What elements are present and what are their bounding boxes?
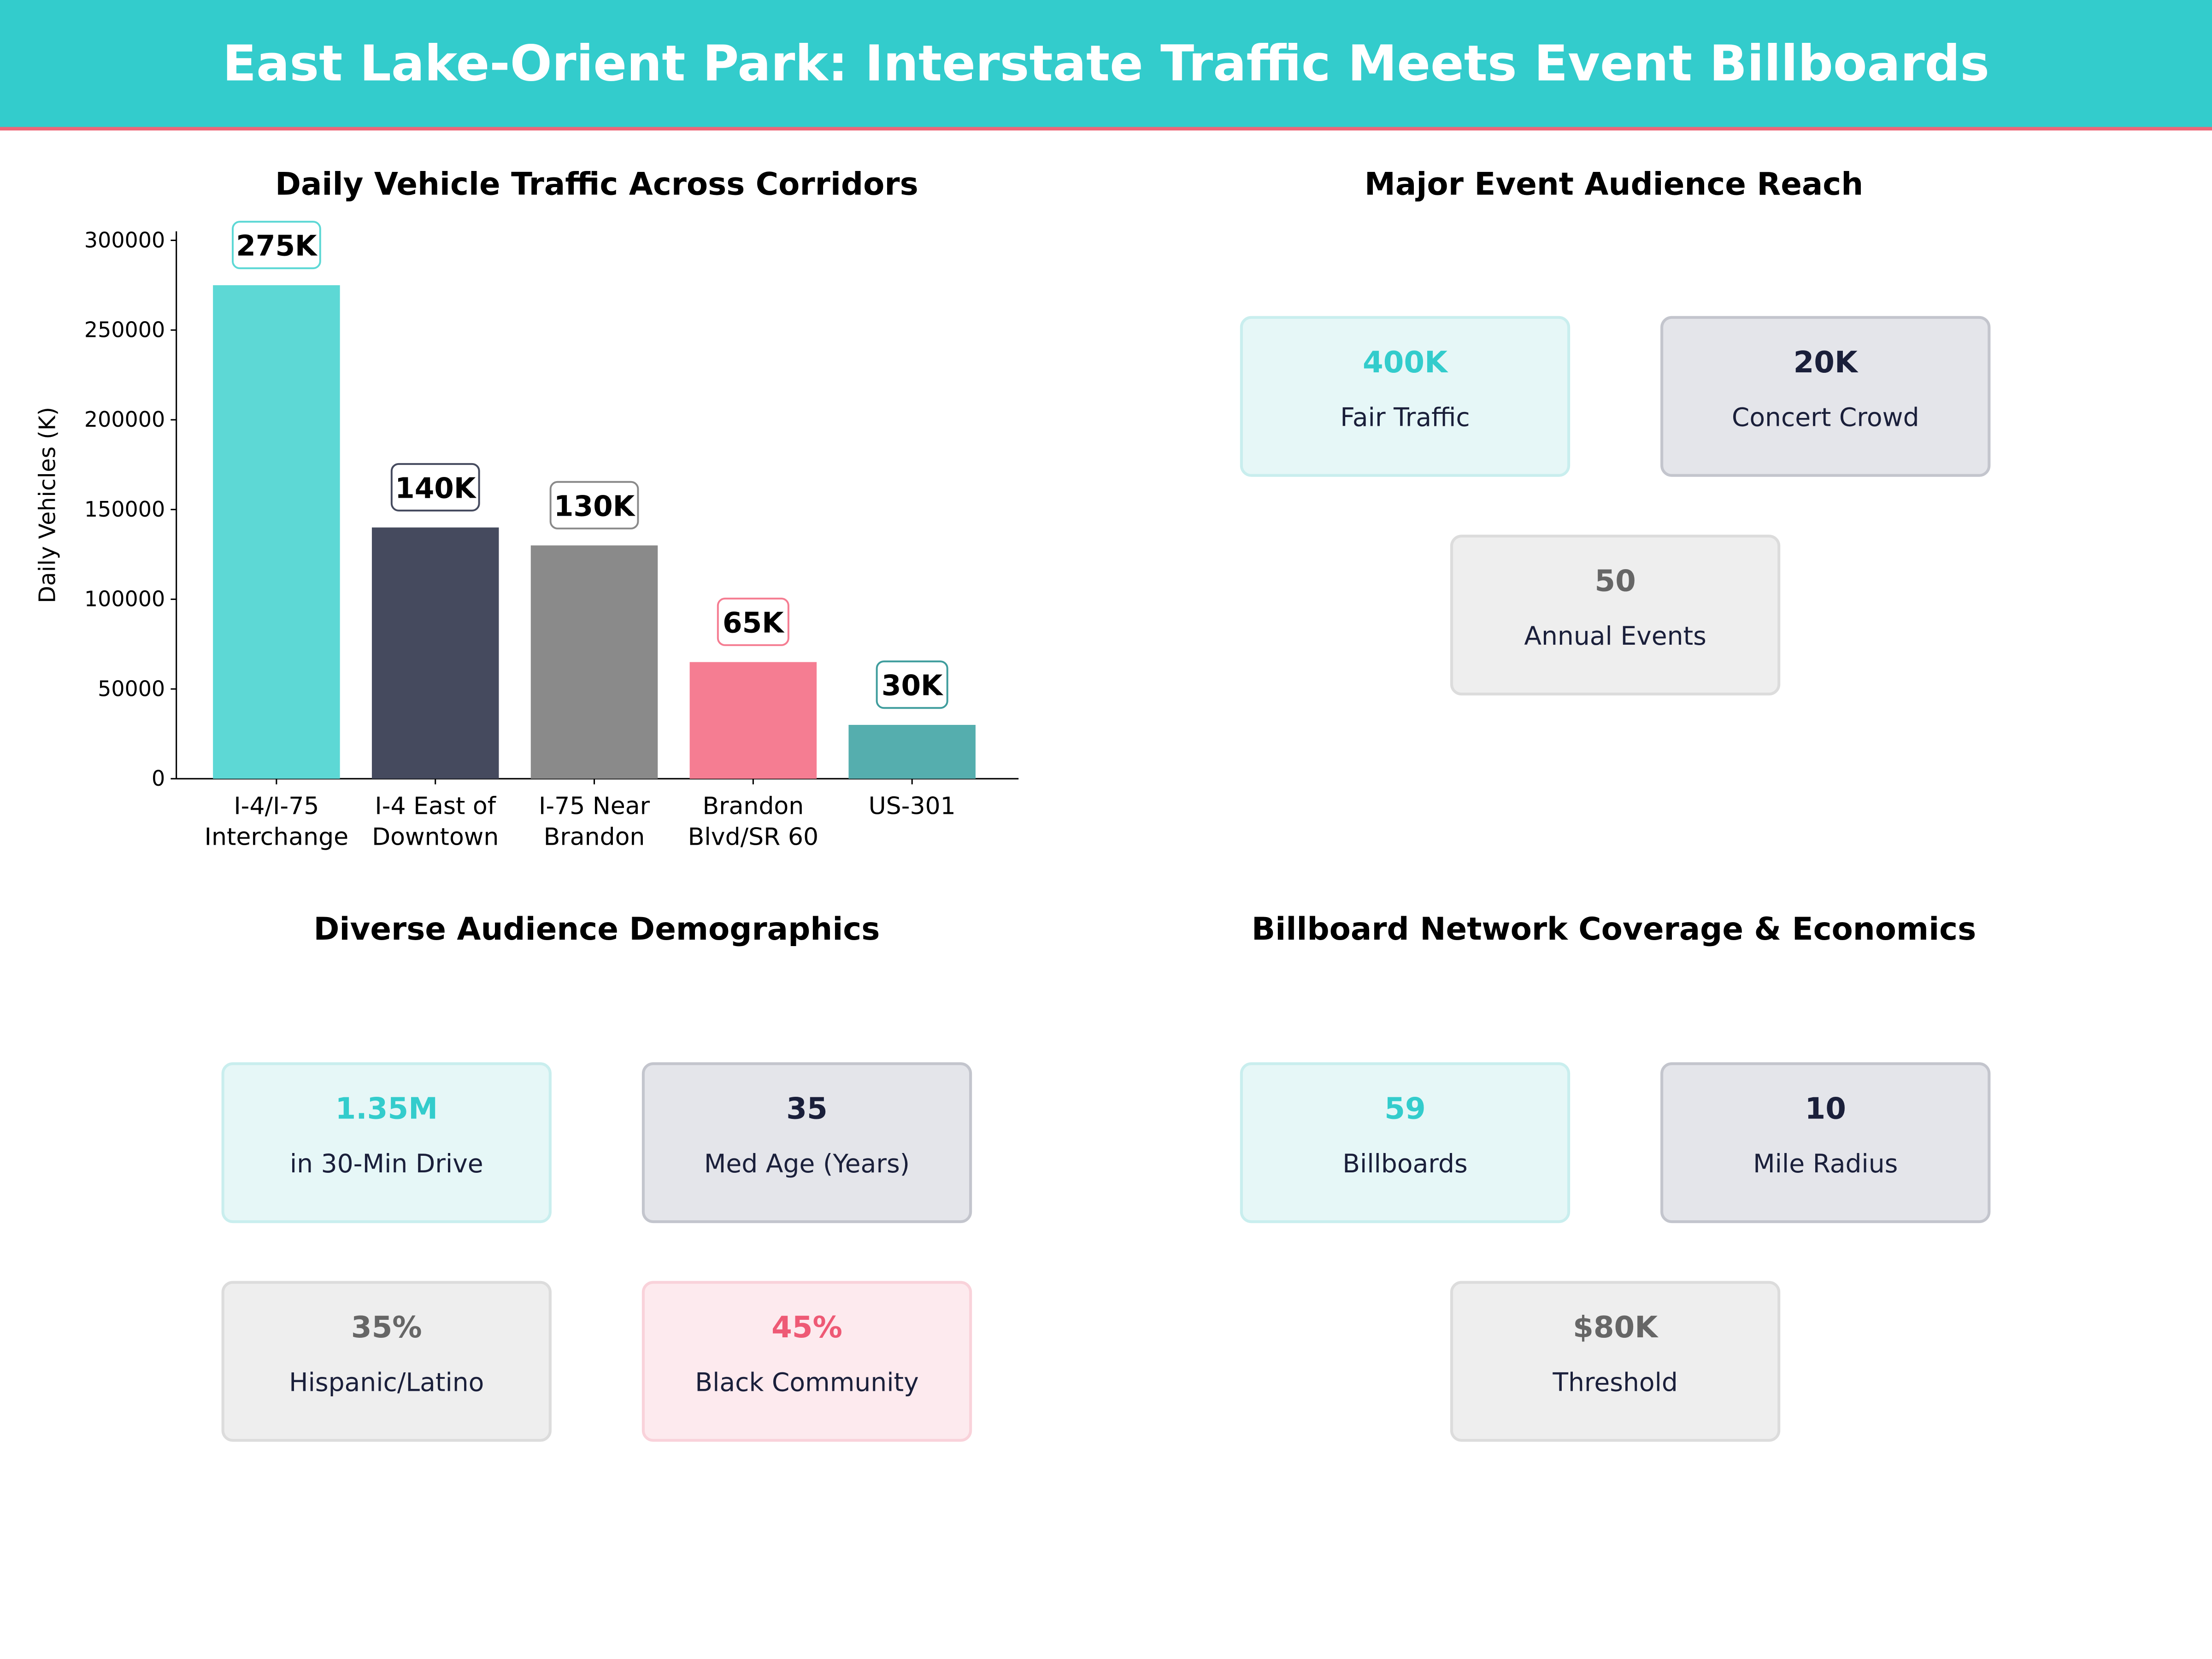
y-tick-label: 50000 (98, 676, 165, 701)
data-label-box (390, 463, 480, 512)
stat-value: $80K (1573, 1310, 1659, 1345)
stat-card: $80K Threshold (1450, 1281, 1781, 1442)
y-tick-label: 250000 (84, 318, 165, 342)
stat-card: 20K Concert Crowd (1660, 316, 1991, 477)
stat-card-bg (641, 1062, 972, 1224)
x-tick-label: Blvd/SR 60 (688, 824, 818, 851)
stat-label: Black Community (695, 1367, 918, 1397)
panel-title-billboards: Billboard Network Coverage & Economics (1252, 911, 1976, 947)
data-label: 130K (554, 490, 636, 523)
stat-card: 35% Hispanic/Latino (221, 1281, 552, 1442)
y-tick-label: 200000 (84, 407, 165, 432)
stat-value: 1.35M (335, 1092, 438, 1126)
bar (530, 545, 658, 779)
stat-value: 59 (1384, 1092, 1425, 1126)
stat-card: 35 Med Age (Years) (641, 1062, 972, 1224)
stat-card: 50 Annual Events (1450, 535, 1781, 696)
stat-label: Med Age (Years) (704, 1149, 910, 1178)
stat-card-bg (641, 1281, 972, 1442)
header-bar (0, 0, 2212, 129)
x-tick-label: Downtown (372, 824, 499, 851)
bar (848, 724, 976, 779)
stat-card-bg (1660, 1062, 1991, 1224)
stat-card-bg (1240, 316, 1571, 477)
stat-card: 1.35M in 30-Min Drive (221, 1062, 552, 1224)
stat-value: 400K (1363, 345, 1448, 380)
stat-value: 45% (771, 1310, 842, 1345)
x-tick-label: Brandon (544, 824, 645, 851)
stat-card: 45% Black Community (641, 1281, 972, 1442)
stat-label: Hispanic/Latino (289, 1367, 484, 1397)
panel-title-demographics: Diverse Audience Demographics (313, 911, 880, 947)
data-label: 65K (723, 606, 785, 639)
y-tick-label: 100000 (84, 587, 165, 612)
stat-label: Concert Crowd (1732, 402, 1919, 432)
stat-card-bg (1660, 316, 1991, 477)
stat-cards: 400K Fair Traffic 20K Concert Crowd 50 Annual… (221, 316, 1991, 1442)
page-title: East Lake-Orient Park: Interstate Traffi… (223, 35, 1989, 92)
stat-label: in 30-Min Drive (290, 1149, 483, 1178)
stat-value: 35 (786, 1092, 827, 1126)
y-tick-label: 0 (152, 766, 165, 791)
stat-card: 59 Billboards (1240, 1062, 1571, 1224)
stat-card: 400K Fair Traffic (1240, 316, 1571, 477)
x-tick-label: Interchange (205, 824, 348, 851)
data-label: 140K (395, 472, 477, 505)
header-rule (0, 127, 2212, 131)
data-label: 30K (882, 670, 944, 702)
stat-label: Threshold (1552, 1367, 1678, 1397)
stat-card-bg (221, 1062, 552, 1224)
stat-card-bg (221, 1281, 552, 1442)
y-tick-label: 300000 (84, 228, 165, 253)
stat-label: Mile Radius (1753, 1149, 1898, 1178)
data-label-box (717, 597, 789, 646)
x-tick-label: I-4/I-75 (234, 792, 319, 820)
bar (371, 527, 499, 779)
panel-title-events: Major Event Audience Reach (1365, 165, 1863, 202)
stat-label: Billboards (1342, 1149, 1468, 1178)
y-axis-label: Daily Vehicles (K) (34, 407, 60, 603)
bar (213, 285, 340, 779)
stat-value: 50 (1594, 564, 1635, 599)
stat-value: 10 (1805, 1092, 1846, 1126)
x-tick-label: US-301 (869, 792, 956, 820)
stat-card-bg (1240, 1062, 1571, 1224)
stat-value: 20K (1794, 345, 1859, 380)
x-tick-label: I-4 East of (375, 792, 496, 820)
data-label-box (549, 481, 639, 529)
data-label: 275K (236, 230, 318, 263)
stat-label: Annual Events (1524, 621, 1706, 651)
stat-card: 10 Mile Radius (1660, 1062, 1991, 1224)
x-tick-label: Brandon (702, 792, 804, 820)
bar-chart: 0 50000 100000 150000 200000 250000 300000 I-4/… (84, 221, 1019, 851)
stat-card-bg (1450, 535, 1781, 696)
stat-value: 35% (351, 1310, 422, 1345)
data-label-box (232, 221, 321, 270)
chart-title: Daily Vehicle Traffic Across Corridors (275, 165, 918, 202)
stat-label: Fair Traffic (1340, 402, 1470, 432)
stat-card-bg (1450, 1281, 1781, 1442)
y-tick-label: 150000 (84, 497, 165, 522)
data-label-box (876, 660, 948, 709)
x-tick-label: I-75 Near (539, 792, 650, 820)
bar (689, 662, 817, 779)
